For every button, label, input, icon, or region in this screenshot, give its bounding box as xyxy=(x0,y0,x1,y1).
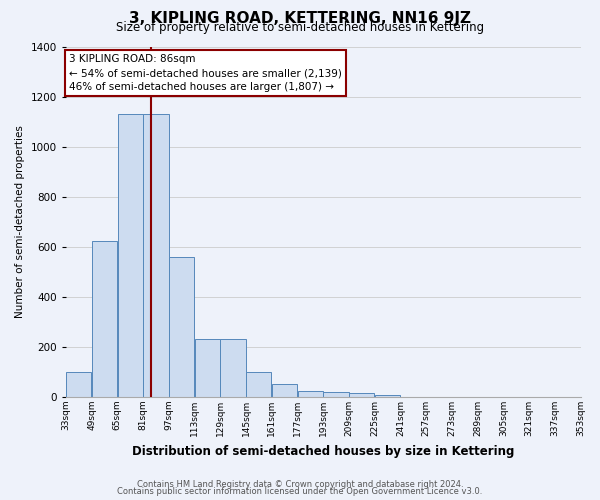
Bar xyxy=(220,340,246,397)
Text: 3 KIPLING ROAD: 86sqm
← 54% of semi-detached houses are smaller (2,139)
46% of s: 3 KIPLING ROAD: 86sqm ← 54% of semi-deta… xyxy=(69,54,342,92)
Text: 3, KIPLING ROAD, KETTERING, NN16 9JZ: 3, KIPLING ROAD, KETTERING, NN16 9JZ xyxy=(129,11,471,26)
Bar xyxy=(246,372,271,397)
Bar xyxy=(375,394,400,397)
Bar xyxy=(66,372,91,397)
Bar xyxy=(195,340,220,397)
Text: Contains HM Land Registry data © Crown copyright and database right 2024.: Contains HM Land Registry data © Crown c… xyxy=(137,480,463,489)
Text: Size of property relative to semi-detached houses in Kettering: Size of property relative to semi-detach… xyxy=(116,22,484,35)
Bar xyxy=(323,392,349,397)
Bar xyxy=(272,384,297,397)
Text: Contains public sector information licensed under the Open Government Licence v3: Contains public sector information licen… xyxy=(118,487,482,496)
X-axis label: Distribution of semi-detached houses by size in Kettering: Distribution of semi-detached houses by … xyxy=(132,444,514,458)
Bar xyxy=(143,114,169,397)
Bar xyxy=(118,114,143,397)
Bar xyxy=(298,391,323,397)
Bar xyxy=(92,240,117,397)
Bar xyxy=(349,394,374,397)
Y-axis label: Number of semi-detached properties: Number of semi-detached properties xyxy=(15,126,25,318)
Bar xyxy=(169,257,194,397)
